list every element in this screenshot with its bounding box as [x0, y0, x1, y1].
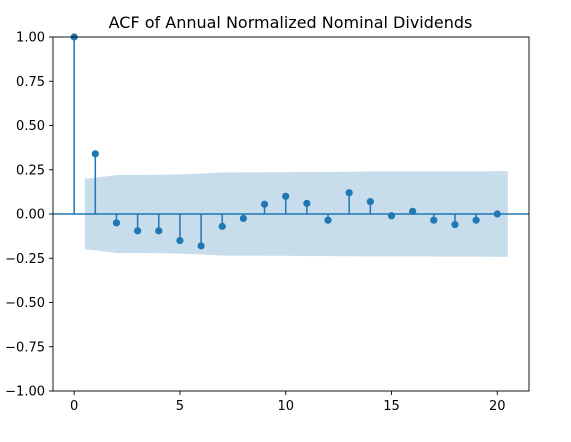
y-tick-label: −0.25 — [5, 252, 45, 267]
y-tick-layer: 1.00 0.75 0.50 0.25 0.00 −0.25 −0.50 −0.75 −1.00 — [5, 31, 53, 400]
x-tick-label-5: 5 — [176, 399, 184, 414]
acf-point-lag-12 — [324, 216, 332, 224]
acf-point-lag-13 — [345, 189, 353, 197]
acf-point-lag-15 — [387, 212, 396, 220]
acf-point-lag-5 — [176, 236, 184, 245]
acf-point-lag-7 — [218, 222, 226, 230]
acf-point-lag-16 — [409, 207, 417, 215]
acf-point-lag-1 — [91, 150, 99, 158]
x-tick-label-0: 0 — [70, 399, 78, 414]
acf-point-lag-6 — [197, 242, 205, 250]
y-tick-label: 0.50 — [16, 119, 45, 134]
acf-point-lag-17 — [430, 216, 438, 224]
stem-layer — [70, 33, 501, 250]
acf-point-lag-8 — [239, 214, 247, 223]
acf-point-lag-3 — [134, 227, 142, 235]
x-tick-layer: 0 5 10 15 20 — [70, 391, 506, 414]
acf-point-lag-14 — [366, 198, 374, 206]
acf-point-lag-19 — [472, 216, 480, 224]
acf-point-lag-18 — [451, 221, 459, 229]
acf-point-lag-20 — [493, 210, 501, 218]
acf-point-lag-9 — [260, 200, 269, 208]
y-tick-label: 0.25 — [16, 163, 45, 178]
y-tick-label: 0.75 — [16, 75, 45, 90]
y-tick-label: −0.75 — [5, 340, 45, 355]
x-tick-label-10: 10 — [277, 399, 294, 414]
acf-point-lag-4 — [155, 227, 163, 235]
y-tick-label: −0.50 — [5, 296, 45, 311]
chart-title: ACF of Annual Normalized Nominal Dividen… — [109, 13, 473, 32]
y-tick-label: −1.00 — [5, 385, 45, 400]
y-tick-label: 1.00 — [16, 31, 45, 46]
acf-point-lag-2 — [112, 219, 121, 227]
x-tick-label-15: 15 — [383, 399, 400, 414]
x-tick-label-20: 20 — [489, 399, 506, 414]
acf-point-lag-10 — [282, 192, 290, 200]
acf-point-lag-11 — [303, 199, 311, 207]
y-tick-label: 0.00 — [16, 208, 45, 223]
